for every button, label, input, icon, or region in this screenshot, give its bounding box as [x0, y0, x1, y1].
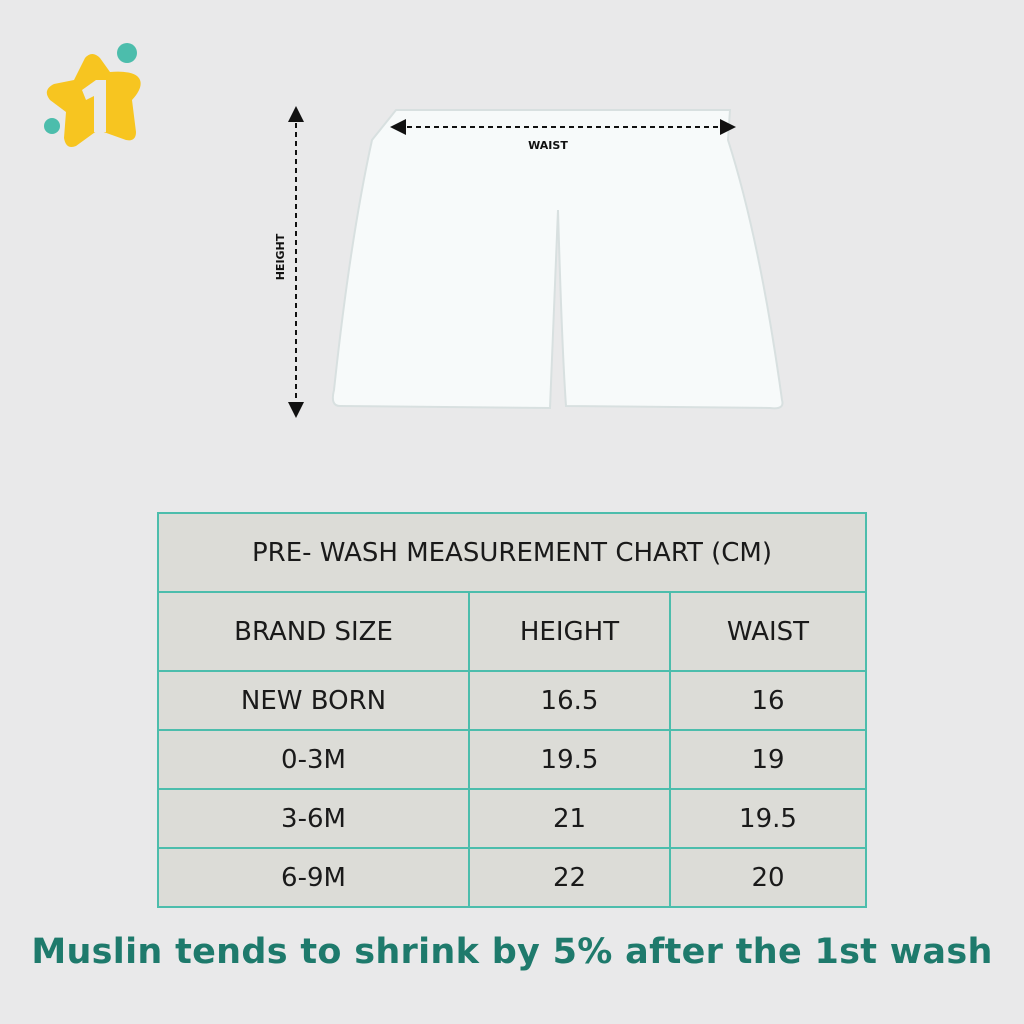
cell-waist: 19.5 — [669, 788, 867, 849]
cell-height: 22 — [468, 847, 671, 908]
cell-size: 6-9M — [157, 847, 470, 908]
star-one-logo — [44, 43, 141, 147]
cell-waist: 16 — [669, 670, 867, 731]
table-title: PRE- WASH MEASUREMENT CHART (CM) — [157, 512, 867, 593]
cell-height: 19.5 — [468, 729, 671, 790]
cell-height: 16.5 — [468, 670, 671, 731]
cell-size: 0-3M — [157, 729, 470, 790]
table-row: 3-6M 21 19.5 — [157, 788, 867, 849]
measurement-table: PRE- WASH MEASUREMENT CHART (CM) BRAND S… — [157, 512, 867, 908]
cell-size: 3-6M — [157, 788, 470, 849]
cell-waist: 20 — [669, 847, 867, 908]
cell-waist: 19 — [669, 729, 867, 790]
height-label: HEIGHT — [274, 233, 287, 280]
header-waist: WAIST — [669, 591, 867, 672]
shrink-note: Muslin tends to shrink by 5% after the 1… — [31, 932, 993, 972]
header-brand-size: BRAND SIZE — [157, 591, 470, 672]
table-row: NEW BORN 16.5 16 — [157, 670, 867, 731]
header-height: HEIGHT — [468, 591, 671, 672]
table-row: 0-3M 19.5 19 — [157, 729, 867, 790]
shorts-diagram: WAIST HEIGHT — [274, 106, 784, 418]
cell-height: 21 — [468, 788, 671, 849]
waist-label: WAIST — [528, 139, 568, 152]
cell-size: NEW BORN — [157, 670, 470, 731]
table-row: 6-9M 22 20 — [157, 847, 867, 908]
shorts-body — [331, 109, 784, 410]
